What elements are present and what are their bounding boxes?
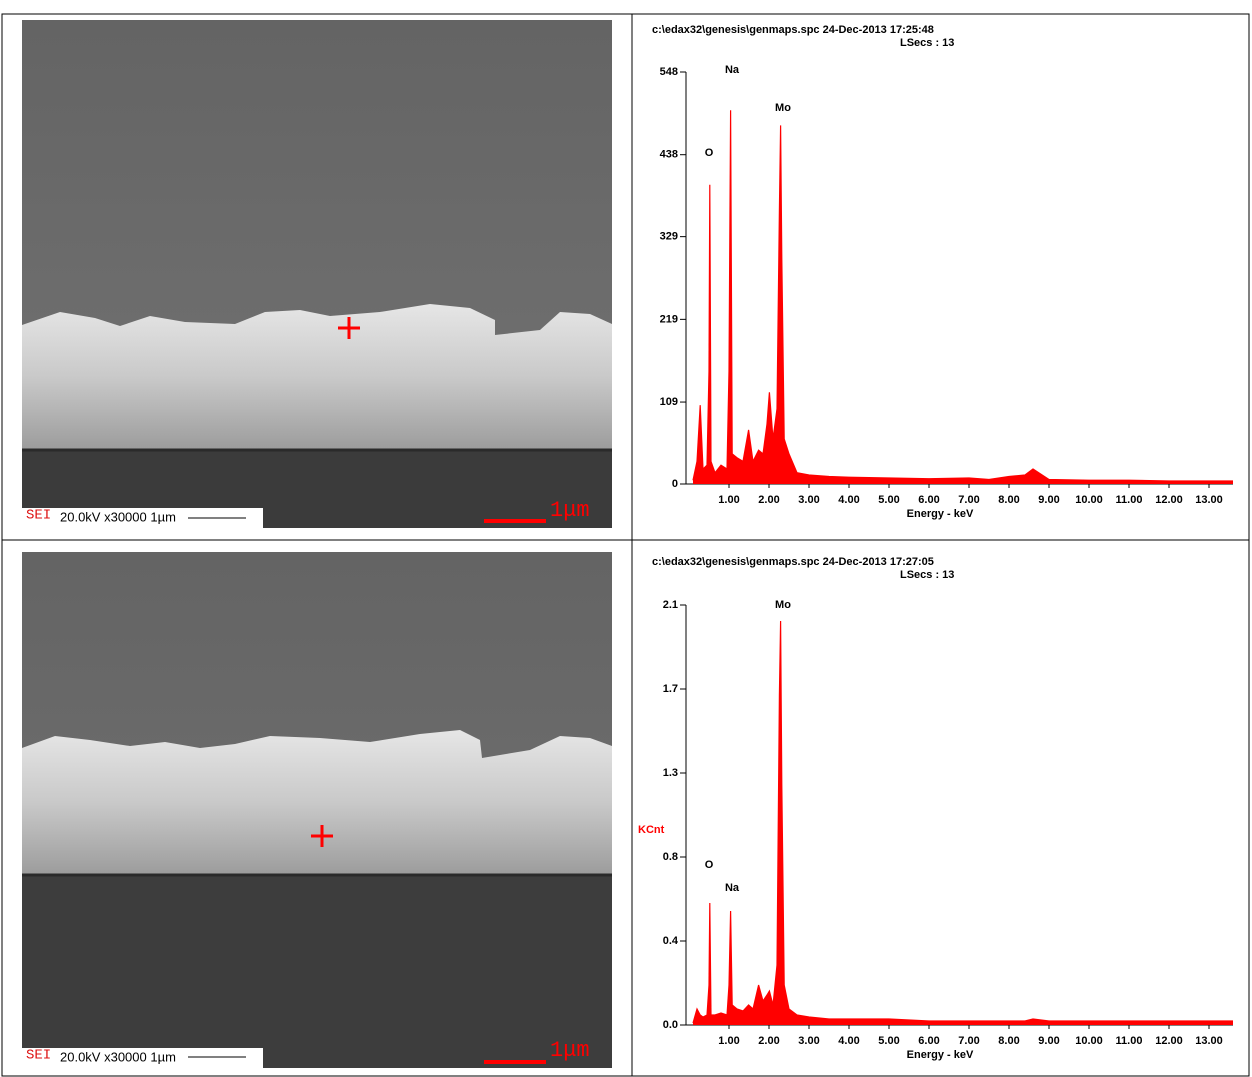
sem-image: 20.0kV x30000 1µm SEI 1μm [22,20,612,528]
y-tick-label: 109 [660,396,678,408]
spectrum-header: c:\edax32\genesis\genmaps.spc 24-Dec-201… [652,24,934,36]
y-tick-label: 0.4 [663,935,679,947]
spectrum-header: c:\edax32\genesis\genmaps.spc 24-Dec-201… [652,556,934,568]
spectrum-subheader: LSecs : 13 [900,569,954,581]
sem-info-bar [22,508,263,528]
sem-info: 20.0kV x30000 1µm [60,509,176,524]
x-axis-label: Energy - keV [907,1049,974,1061]
x-tick-label: 8.00 [998,494,1019,506]
x-tick-label: 6.00 [918,494,939,506]
sem-detector: SEI [26,1048,51,1064]
x-tick-label: 1.00 [718,1035,739,1047]
x-tick-label: 11.00 [1116,1035,1143,1047]
x-tick-label: 3.00 [798,1035,819,1047]
x-tick-label: 5.00 [878,1035,899,1047]
y-axis-label: KCnt [638,824,665,836]
x-tick-label: 13.00 [1195,1035,1223,1047]
x-tick-label: 3.00 [798,494,819,506]
x-tick-label: 9.00 [1038,494,1059,506]
sem-detector: SEI [26,508,51,524]
y-tick-label: 548 [660,66,678,78]
x-tick-label: 12.00 [1155,1035,1183,1047]
y-tick-label: 0.8 [663,851,678,863]
spectrum-subheader: LSecs : 13 [900,37,954,49]
spectrum-line [692,620,1233,1024]
spectrum-fill [693,110,1233,485]
peak-label: Na [725,882,740,894]
peak-label: Na [725,64,740,76]
y-tick-label: 438 [660,149,678,161]
peak-label: O [705,859,714,871]
sem-layer [22,730,612,875]
sem-info-bar [22,1048,263,1068]
y-tick-label: 219 [660,313,678,325]
sem-info: 20.0kV x30000 1µm [60,1049,176,1064]
sem-cross [338,317,360,339]
x-tick-label: 2.00 [758,494,779,506]
peak-label: O [705,147,714,159]
x-tick-label: 8.00 [998,1035,1019,1047]
x-tick-label: 12.00 [1155,494,1183,506]
sem-image: 20.0kV x30000 1µm SEI 1μm [22,552,612,1068]
x-tick-label: 4.00 [838,1035,859,1047]
sem-scale-label: 1μm [550,498,590,523]
x-tick-label: 1.00 [718,494,739,506]
x-tick-label: 7.00 [958,494,979,506]
peak-label: Mo [775,599,791,611]
y-tick-label: 2.1 [663,599,678,611]
table-border [1,13,1250,1077]
x-tick-label: 4.00 [838,494,859,506]
y-tick-label: 1.7 [663,683,678,695]
x-tick-label: 6.00 [918,1035,939,1047]
spectrum-line [692,110,1233,482]
sem-cross [311,825,333,847]
x-tick-label: 13.00 [1195,494,1223,506]
y-tick-label: 1.3 [663,767,678,779]
x-tick-label: 5.00 [878,494,899,506]
x-tick-label: 10.00 [1075,1035,1103,1047]
y-tick-label: 0.0 [663,1019,678,1031]
sem-layer [22,304,612,450]
sem-substrate [22,875,612,1068]
x-tick-label: 10.00 [1075,494,1103,506]
peak-label: Mo [775,102,791,114]
x-axis-label: Energy - keV [907,508,974,520]
x-tick-label: 2.00 [758,1035,779,1047]
x-tick-label: 7.00 [958,1035,979,1047]
sem-scale-label: 1μm [550,1038,590,1063]
y-tick-label: 0 [672,478,678,490]
x-tick-label: 11.00 [1116,494,1143,506]
spectrum-fill [693,621,1233,1025]
y-tick-label: 329 [660,231,678,243]
x-tick-label: 9.00 [1038,1035,1059,1047]
